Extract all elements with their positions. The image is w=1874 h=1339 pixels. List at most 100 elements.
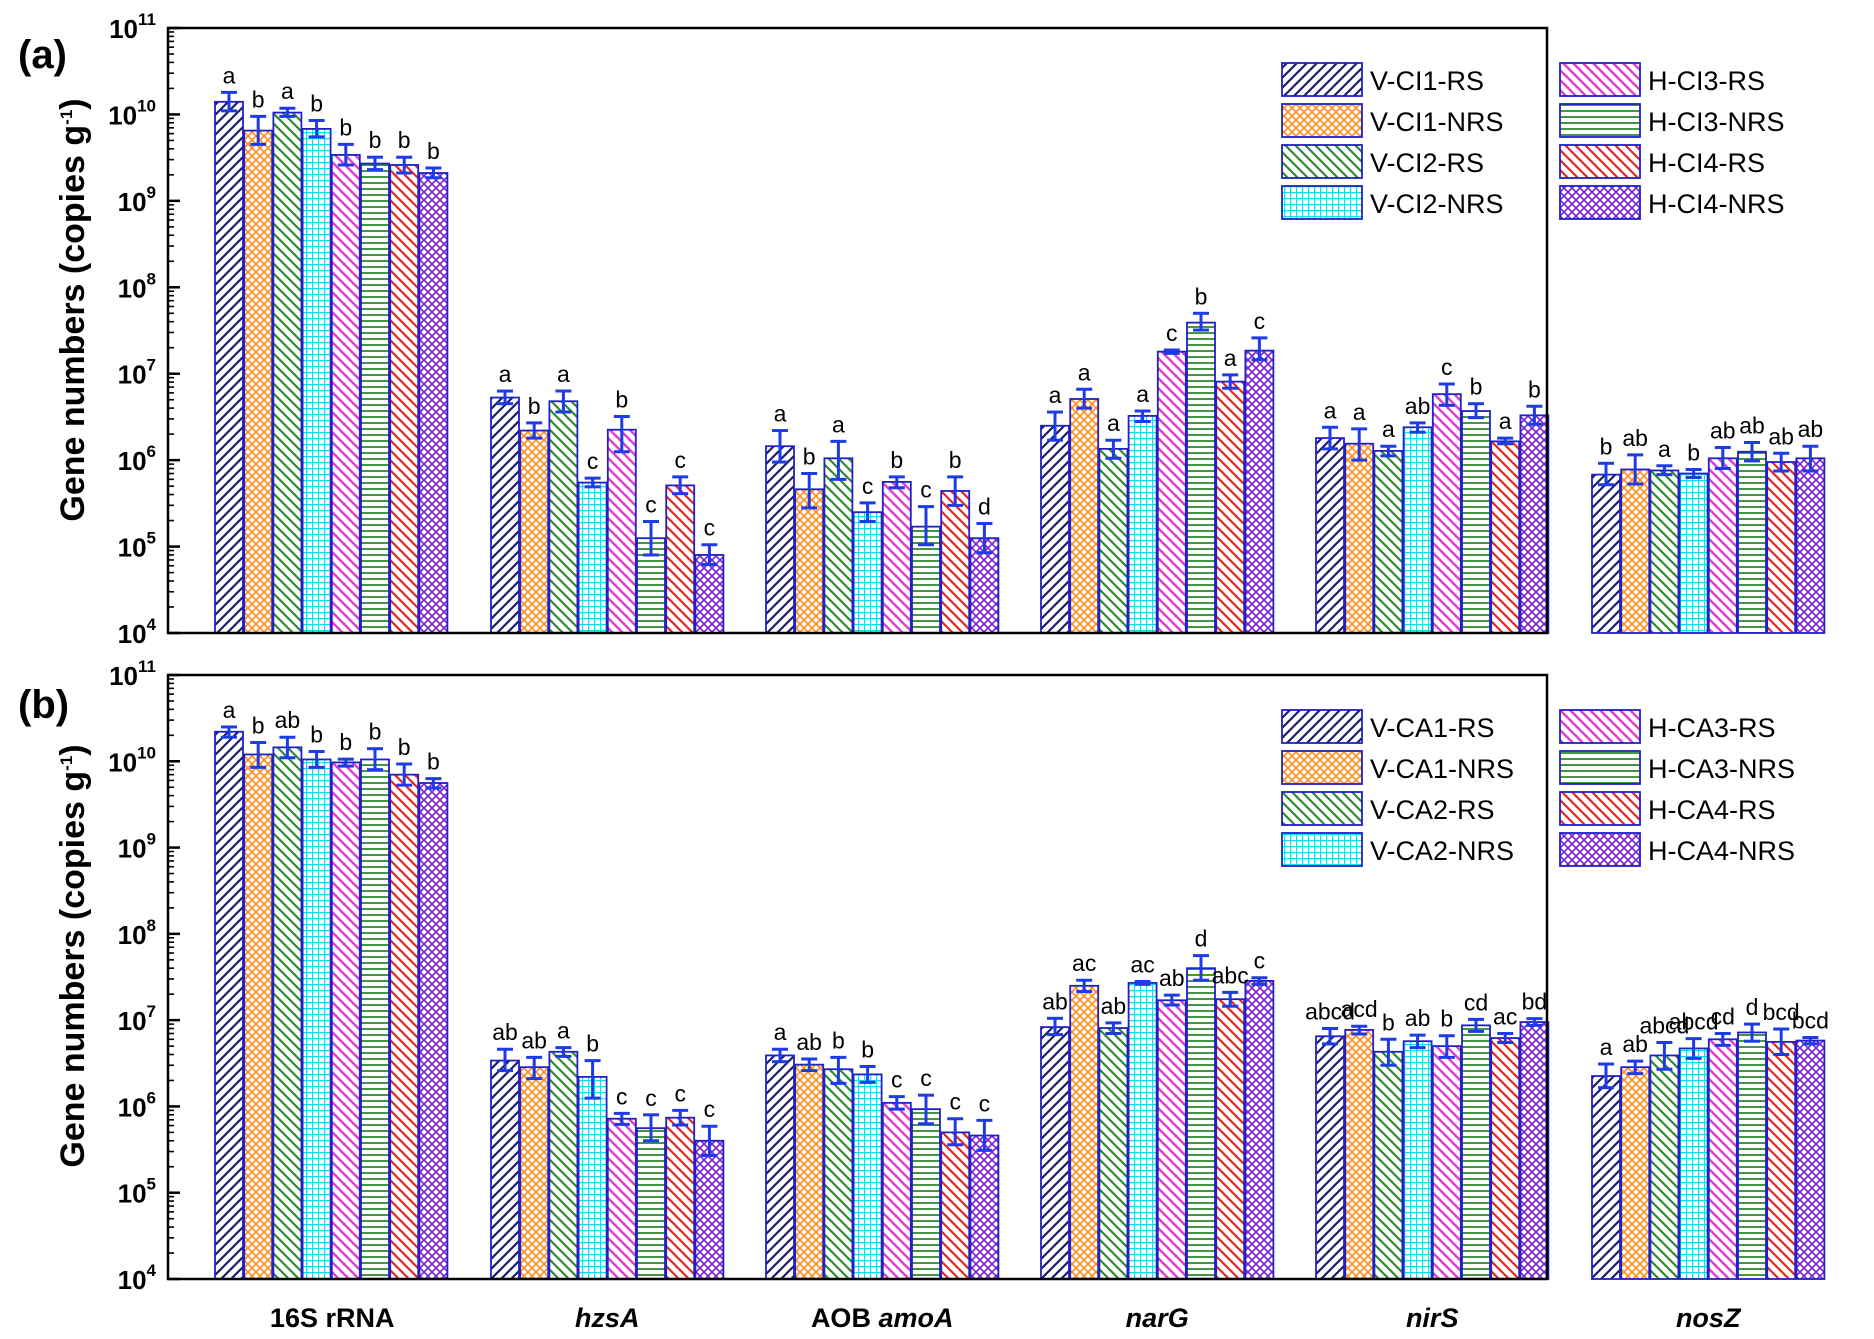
significance-letter: ab xyxy=(1405,1005,1431,1031)
category-label-nosz: nosZ xyxy=(1676,1303,1742,1333)
legend-swatch xyxy=(1281,144,1363,179)
bar-v-ca2-nrs-aob-amoa xyxy=(852,1073,883,1280)
legend-label: H-CA3-RS xyxy=(1648,713,1776,743)
bar-v-ci1-nrs-16s-rrna xyxy=(243,129,274,634)
error-bar-v-ci1-rs-nirs xyxy=(1322,425,1338,451)
legend-swatch xyxy=(1281,709,1363,744)
error-bar-h-ci3-rs-narg xyxy=(1163,348,1180,355)
error-bar-v-ci1-nrs-hzsa xyxy=(526,421,543,440)
bar-h-ci3-rs-nosz xyxy=(1707,457,1738,634)
bar-h-ci4-rs-narg xyxy=(1215,380,1246,634)
bar-h-ca3-rs-narg xyxy=(1156,999,1187,1280)
error-bar-v-ci1-nrs-nirs xyxy=(1351,427,1368,462)
legend-swatch xyxy=(1281,103,1363,138)
significance-letter: a xyxy=(774,1019,787,1045)
bar-h-ci4-nrs-nirs xyxy=(1519,414,1550,634)
legend-item-v-ci2-rs: V-CI2-RS xyxy=(1281,144,1484,179)
error-bar-v-ci2-rs-nirs xyxy=(1380,444,1397,458)
significance-letter: b xyxy=(615,386,628,412)
error-bar-v-ci2-nrs-16s-rrna xyxy=(308,119,325,139)
y-tick-label: 104 xyxy=(118,1261,157,1295)
significance-letter: ab xyxy=(1710,418,1736,444)
significance-letter: c xyxy=(949,1089,961,1115)
error-bar-v-ca2-nrs-aob-amoa xyxy=(859,1065,876,1084)
significance-letter: b xyxy=(861,1037,874,1063)
legend-swatch xyxy=(1559,709,1641,744)
bar-v-ca2-rs-aob-amoa xyxy=(823,1068,854,1280)
significance-letter: ac xyxy=(1072,950,1096,976)
significance-letter: c xyxy=(645,492,657,518)
significance-letter: a xyxy=(557,1018,570,1044)
bar-h-ca3-nrs-16s-rrna xyxy=(360,758,390,1280)
category-label-narg: narG xyxy=(1126,1303,1189,1333)
bar-h-ca3-rs-hzsa xyxy=(606,1117,637,1280)
error-bars-a xyxy=(221,90,1819,567)
bar-v-ci1-nrs-nosz xyxy=(1620,468,1651,634)
significance-letter: b xyxy=(339,114,352,140)
significance-letter: a xyxy=(1499,408,1512,434)
significance-letter: b xyxy=(528,393,541,419)
y-axis-title-b: Gene numbers (copies g-1) xyxy=(54,744,92,1167)
legend-label: H-CA3-NRS xyxy=(1648,754,1795,784)
legend-label: H-CI3-RS xyxy=(1648,66,1765,96)
bar-v-ci1-rs-nosz xyxy=(1591,473,1621,634)
error-bar-v-ca2-rs-16s-rrna xyxy=(279,735,296,760)
bar-h-ca4-rs-nirs xyxy=(1490,1037,1521,1280)
legend-swatch xyxy=(1559,832,1641,867)
significance-letter: b xyxy=(339,729,352,755)
error-bar-h-ca3-nrs-nosz xyxy=(1744,1022,1760,1043)
significance-letter: d xyxy=(978,493,991,519)
error-bar-v-ci2-nrs-hzsa xyxy=(584,476,601,489)
error-bar-h-ca4-nrs-aob-amoa xyxy=(976,1118,993,1152)
bar-v-ca1-nrs-aob-amoa xyxy=(794,1063,825,1280)
bar-h-ci4-rs-hzsa xyxy=(665,484,696,634)
error-bar-v-ci1-nrs-nosz xyxy=(1627,453,1644,486)
error-bar-h-ci3-rs-hzsa xyxy=(613,414,630,454)
significance-letter: c xyxy=(891,1067,903,1093)
bar-h-ci4-rs-16s-rrna xyxy=(389,164,420,634)
error-bar-h-ca3-nrs-aob-amoa xyxy=(918,1093,934,1126)
error-bar-v-ci2-nrs-aob-amoa xyxy=(859,501,876,524)
legend-label: V-CA2-NRS xyxy=(1370,836,1514,866)
error-bar-v-ca1-rs-narg xyxy=(1047,1016,1063,1037)
bar-h-ci4-rs-nirs xyxy=(1490,440,1521,634)
legend-label: V-CI2-NRS xyxy=(1370,189,1504,219)
bar-h-ci3-nrs-narg xyxy=(1186,321,1216,634)
bar-h-ca3-rs-aob-amoa xyxy=(881,1101,912,1280)
error-bar-h-ca3-rs-aob-amoa xyxy=(888,1095,905,1111)
bar-h-ca4-nrs-nirs xyxy=(1519,1021,1550,1280)
error-bar-h-ci3-nrs-16s-rrna xyxy=(367,155,383,172)
significance-letter: a xyxy=(1078,359,1091,385)
bar-h-ci4-nrs-narg xyxy=(1244,349,1275,634)
significance-letter: abcd xyxy=(1669,1009,1719,1035)
error-bar-v-ca2-rs-narg xyxy=(1105,1021,1122,1036)
bar-v-ca1-rs-aob-amoa xyxy=(765,1054,795,1280)
significance-letter: c xyxy=(1441,354,1453,380)
significance-letter: a xyxy=(1224,345,1237,371)
significance-letter: ab xyxy=(1042,988,1068,1014)
error-bar-v-ci1-nrs-narg xyxy=(1076,387,1093,410)
significance-letter: b xyxy=(1470,374,1483,400)
significance-letter: b xyxy=(310,91,323,117)
significance-letter: c xyxy=(1254,948,1266,974)
error-bar-h-ca4-nrs-hzsa xyxy=(701,1124,718,1157)
bar-v-ca1-nrs-nosz xyxy=(1620,1066,1651,1280)
bar-h-ca4-nrs-hzsa xyxy=(694,1139,725,1280)
significance-letter: b xyxy=(398,734,411,760)
bar-h-ca4-rs-nosz xyxy=(1766,1040,1797,1280)
error-bar-h-ca4-nrs-nirs xyxy=(1526,1017,1543,1027)
legend-swatch xyxy=(1281,62,1363,97)
legend-item-h-ca4-rs: H-CA4-RS xyxy=(1559,791,1776,826)
error-bar-h-ca3-nrs-narg xyxy=(1193,954,1209,982)
error-bar-v-ca2-nrs-16s-rrna xyxy=(308,749,325,769)
significance-letter: ab xyxy=(1768,423,1794,449)
error-bar-h-ci4-rs-16s-rrna xyxy=(396,155,413,175)
bar-h-ci3-rs-nirs xyxy=(1431,393,1462,634)
y-tick-label: 109 xyxy=(118,183,156,217)
bar-h-ca3-nrs-aob-amoa xyxy=(911,1108,941,1280)
error-bar-h-ci3-rs-16s-rrna xyxy=(337,142,354,167)
error-bar-h-ci3-nrs-hzsa xyxy=(643,520,659,557)
